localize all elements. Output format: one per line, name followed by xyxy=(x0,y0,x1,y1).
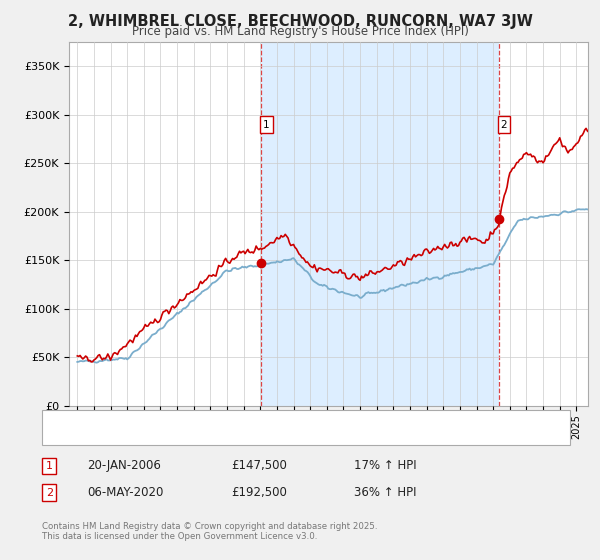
Text: 2, WHIMBREL CLOSE, BEECHWOOD, RUNCORN, WA7 3JW (semi-detached house): 2, WHIMBREL CLOSE, BEECHWOOD, RUNCORN, W… xyxy=(69,415,489,425)
Text: —: — xyxy=(54,411,71,429)
Text: £192,500: £192,500 xyxy=(231,486,287,500)
Text: 1: 1 xyxy=(263,119,269,129)
Text: Price paid vs. HM Land Registry's House Price Index (HPI): Price paid vs. HM Land Registry's House … xyxy=(131,25,469,38)
Text: 2: 2 xyxy=(500,119,508,129)
Text: HPI: Average price, semi-detached house, Halton: HPI: Average price, semi-detached house,… xyxy=(69,430,325,440)
Text: 1: 1 xyxy=(46,461,53,471)
Text: 36% ↑ HPI: 36% ↑ HPI xyxy=(354,486,416,500)
Text: —: — xyxy=(54,426,71,444)
Text: Contains HM Land Registry data © Crown copyright and database right 2025.
This d: Contains HM Land Registry data © Crown c… xyxy=(42,522,377,542)
Text: £147,500: £147,500 xyxy=(231,459,287,473)
Text: 2: 2 xyxy=(46,488,53,498)
Text: 2, WHIMBREL CLOSE, BEECHWOOD, RUNCORN, WA7 3JW: 2, WHIMBREL CLOSE, BEECHWOOD, RUNCORN, W… xyxy=(68,14,532,29)
Text: 17% ↑ HPI: 17% ↑ HPI xyxy=(354,459,416,473)
Text: 20-JAN-2006: 20-JAN-2006 xyxy=(87,459,161,473)
Text: 06-MAY-2020: 06-MAY-2020 xyxy=(87,486,163,500)
Bar xyxy=(261,42,499,406)
